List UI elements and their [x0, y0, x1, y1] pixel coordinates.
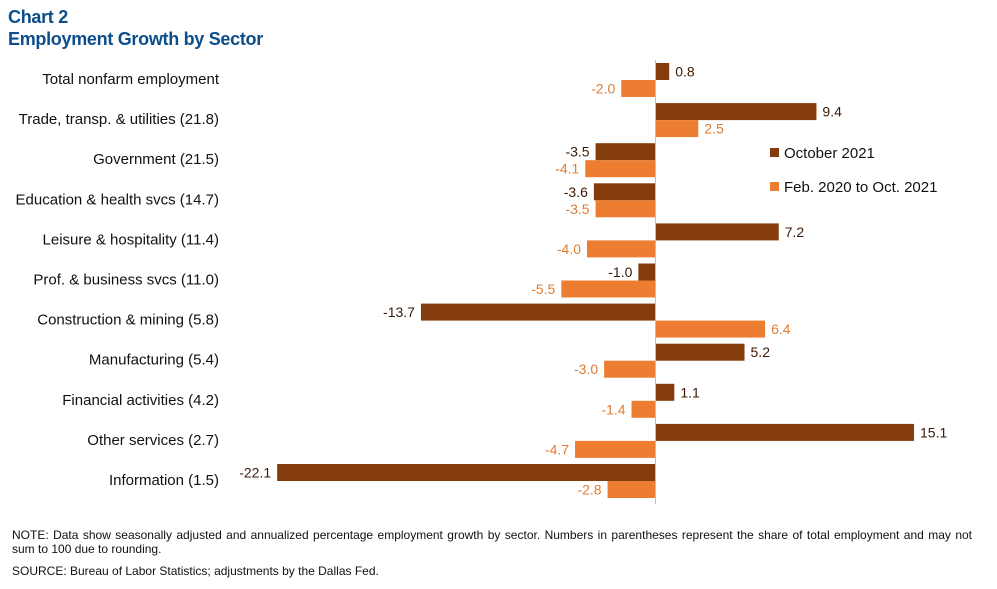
- chart-title-block: Chart 2 Employment Growth by Sector: [8, 6, 263, 50]
- data-label: -3.0: [574, 361, 598, 377]
- bar: [575, 440, 656, 458]
- bar: [585, 160, 656, 178]
- data-label: -2.8: [577, 482, 601, 498]
- category-label: Leisure & hospitality (11.4): [43, 231, 219, 248]
- data-label: -3.5: [565, 201, 589, 217]
- category-label: Trade, transp. & utilities (21.8): [19, 111, 219, 128]
- data-label: -4.1: [555, 161, 579, 177]
- data-label: -5.5: [531, 281, 555, 297]
- category-label: Financial activities (4.2): [62, 392, 219, 409]
- bar: [655, 223, 779, 241]
- data-label: 6.4: [771, 321, 791, 337]
- bar: [621, 80, 656, 97]
- legend-label: Feb. 2020 to Oct. 2021: [784, 179, 937, 196]
- source-note: SOURCE: Bureau of Labor Statistics; adju…: [12, 564, 379, 578]
- bar: [420, 303, 656, 321]
- data-label: -3.5: [565, 144, 589, 160]
- bar: [277, 464, 656, 481]
- bar-chart: Total nonfarm employment 0.8 -2.0 Trade, tr…: [16, 60, 947, 505]
- category-label: Prof. & business svcs (11.0): [33, 272, 219, 289]
- category-label: Government (21.5): [93, 151, 219, 168]
- category-label: Total nonfarm employment: [42, 71, 220, 88]
- data-label: 0.8: [675, 64, 695, 80]
- bar: [604, 360, 656, 378]
- bar: [593, 183, 656, 201]
- data-label: 1.1: [680, 384, 700, 400]
- data-label: -22.1: [239, 465, 271, 481]
- data-label: -13.7: [383, 304, 415, 320]
- data-label: 2.5: [704, 121, 724, 137]
- bar: [655, 63, 670, 80]
- data-label: 5.2: [751, 344, 771, 360]
- data-label: -2.0: [591, 81, 615, 97]
- legend-swatch: [770, 182, 779, 191]
- legend-label: October 2021: [784, 145, 875, 162]
- bar: [655, 320, 766, 338]
- category-label: Information (1.5): [109, 472, 219, 489]
- chart-title: Chart 2: [8, 7, 68, 27]
- footnote: NOTE: Data show seasonally adjusted and …: [12, 528, 972, 556]
- data-label: -4.0: [557, 241, 581, 257]
- data-label: 7.2: [785, 224, 805, 240]
- category-label: Manufacturing (5.4): [89, 352, 219, 369]
- bar: [655, 383, 675, 401]
- category-label: Other services (2.7): [87, 432, 219, 449]
- category-label: Construction & mining (5.8): [37, 312, 219, 329]
- bar: [607, 481, 656, 498]
- bar: [655, 103, 817, 121]
- chart-subtitle: Employment Growth by Sector: [8, 29, 263, 49]
- data-label: 9.4: [822, 104, 842, 120]
- bar: [655, 423, 915, 441]
- bar: [655, 343, 745, 361]
- bar: [595, 200, 656, 218]
- bar: [561, 280, 656, 298]
- data-label: -1.4: [601, 401, 625, 417]
- data-label: 15.1: [920, 424, 947, 440]
- bar: [638, 263, 656, 281]
- data-label: -3.6: [564, 184, 588, 200]
- legend-swatch: [770, 148, 779, 157]
- bar: [587, 240, 656, 258]
- data-label: -1.0: [608, 264, 632, 280]
- bar: [655, 120, 699, 138]
- bar: [595, 143, 656, 161]
- category-label: Education & health svcs (14.7): [16, 191, 219, 208]
- data-label: -4.7: [545, 441, 569, 457]
- bar: [631, 400, 656, 418]
